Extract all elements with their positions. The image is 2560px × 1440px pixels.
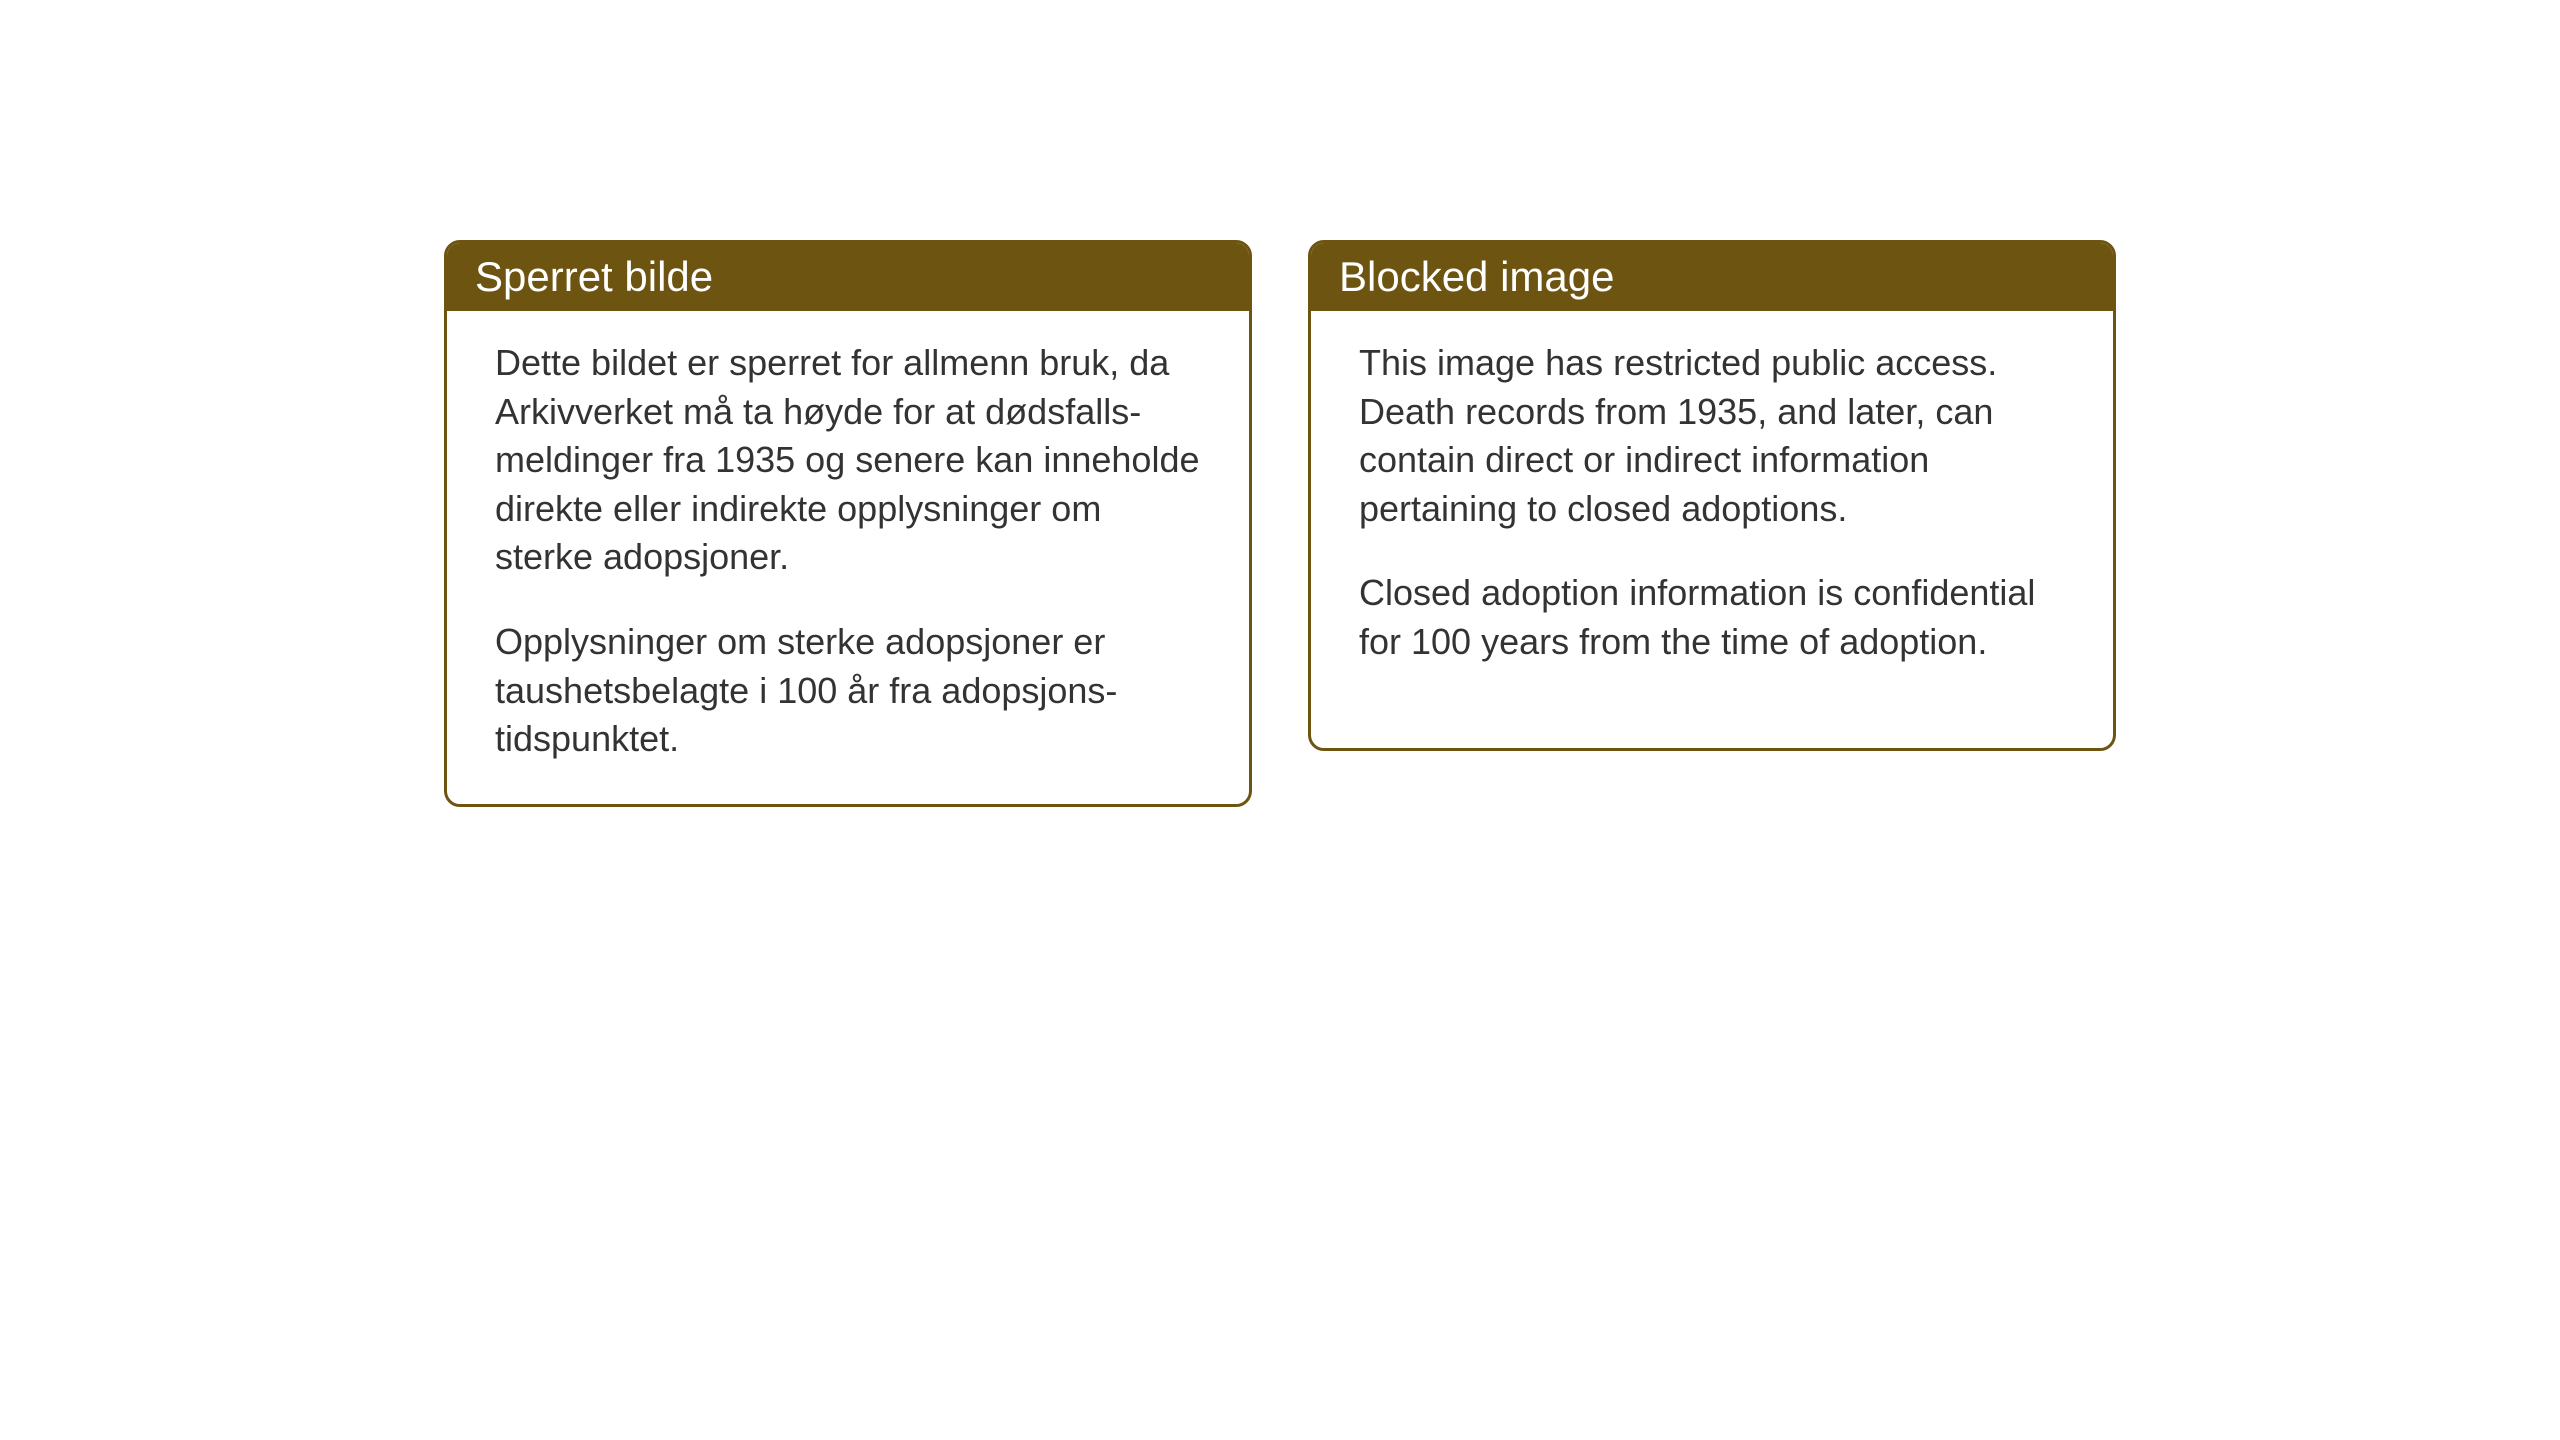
card-norwegian-paragraph-1: Dette bildet er sperret for allmenn bruk… (495, 339, 1201, 582)
card-norwegian-header: Sperret bilde (447, 243, 1249, 311)
card-norwegian-title: Sperret bilde (475, 253, 713, 300)
card-english-body: This image has restricted public access.… (1311, 311, 2113, 707)
card-norwegian-paragraph-2: Opplysninger om sterke adopsjoner er tau… (495, 618, 1201, 764)
card-norwegian: Sperret bilde Dette bildet er sperret fo… (444, 240, 1252, 807)
card-english-header: Blocked image (1311, 243, 2113, 311)
cards-container: Sperret bilde Dette bildet er sperret fo… (444, 240, 2116, 807)
card-norwegian-body: Dette bildet er sperret for allmenn bruk… (447, 311, 1249, 804)
card-english-title: Blocked image (1339, 253, 1614, 300)
card-english-paragraph-2: Closed adoption information is confident… (1359, 569, 2065, 666)
card-english-paragraph-1: This image has restricted public access.… (1359, 339, 2065, 533)
card-english: Blocked image This image has restricted … (1308, 240, 2116, 751)
